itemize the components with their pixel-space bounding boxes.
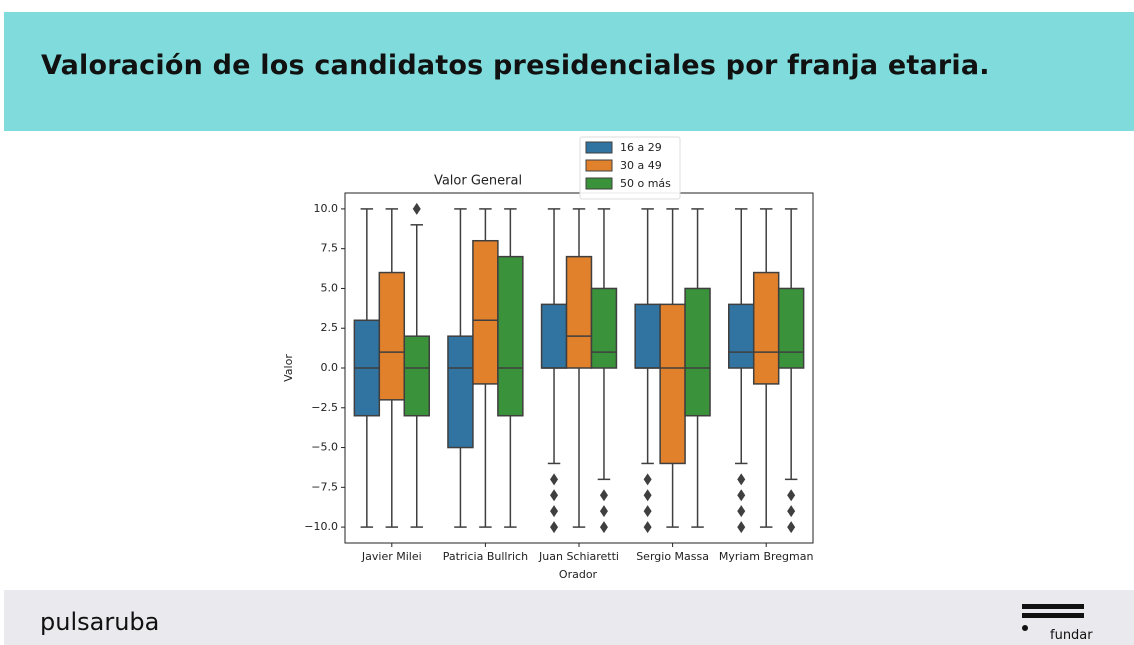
- logo-bar: [1022, 613, 1084, 618]
- box: [447, 335, 474, 449]
- x-tick-label: Patricia Bullrich: [443, 550, 528, 563]
- box: [728, 303, 755, 369]
- box: [777, 287, 805, 369]
- box: [403, 335, 430, 417]
- x-axis-label: Orador: [559, 568, 598, 581]
- outlier: [737, 521, 746, 534]
- box: [659, 303, 686, 465]
- pulsar-logo: pulsaruba: [40, 608, 160, 636]
- outlier: [787, 505, 796, 518]
- logo-dot: [1022, 625, 1028, 631]
- outlier: [599, 489, 608, 502]
- box: [684, 287, 711, 417]
- y-tick-label: −7.5: [311, 480, 338, 493]
- x-tick-label: Javier Milei: [361, 550, 422, 563]
- legend-swatch: [585, 141, 613, 154]
- legend-swatch: [585, 177, 613, 190]
- y-tick-label: 2.5: [321, 321, 339, 334]
- legend-swatch: [585, 159, 613, 172]
- box: [378, 271, 406, 401]
- outlier: [643, 521, 652, 534]
- outlier: [550, 473, 559, 486]
- header-band: [4, 12, 1134, 131]
- outlier: [787, 521, 796, 534]
- outlier: [643, 473, 652, 486]
- fundar-mark: [1022, 604, 1084, 631]
- fundar-logo: fundar: [1050, 628, 1093, 643]
- outlier: [643, 489, 652, 502]
- box: [540, 303, 568, 369]
- footer-band: [4, 590, 1134, 645]
- x-tick-label: Juan Schiaretti: [538, 550, 619, 563]
- y-axis-label: Valor: [282, 354, 295, 382]
- legend-label: 30 a 49: [620, 159, 662, 172]
- box: [472, 239, 499, 385]
- box: [497, 255, 524, 417]
- legend-label: 16 a 29: [620, 141, 662, 154]
- outlier: [643, 505, 652, 518]
- logo-bar: [1022, 604, 1084, 609]
- box: [590, 287, 618, 369]
- x-tick-label: Myriam Bregman: [719, 550, 814, 563]
- x-tick-label: Sergio Massa: [636, 550, 709, 563]
- outlier: [550, 489, 559, 502]
- outlier: [412, 202, 421, 215]
- outlier: [737, 473, 746, 486]
- y-tick-label: 10.0: [314, 202, 339, 215]
- box: [634, 303, 661, 369]
- legend-label: 50 o más: [620, 177, 671, 190]
- y-tick-label: 5.0: [321, 281, 339, 294]
- y-tick-label: 7.5: [321, 242, 339, 255]
- outlier: [550, 505, 559, 518]
- y-tick-label: 0.0: [321, 361, 339, 374]
- plot-frame: [344, 192, 814, 544]
- y-tick-label: −10.0: [304, 520, 338, 533]
- chart-title: Valor General: [434, 174, 522, 189]
- slide-title: Valoración de los candidatos presidencia…: [41, 50, 990, 81]
- y-tick-label: −5.0: [311, 441, 338, 454]
- outlier: [599, 521, 608, 534]
- box: [752, 271, 780, 385]
- outlier: [737, 505, 746, 518]
- box: [565, 255, 593, 369]
- outlier: [550, 521, 559, 534]
- outlier: [787, 489, 796, 502]
- outlier: [737, 489, 746, 502]
- y-tick-label: −2.5: [311, 401, 338, 414]
- outlier: [599, 505, 608, 518]
